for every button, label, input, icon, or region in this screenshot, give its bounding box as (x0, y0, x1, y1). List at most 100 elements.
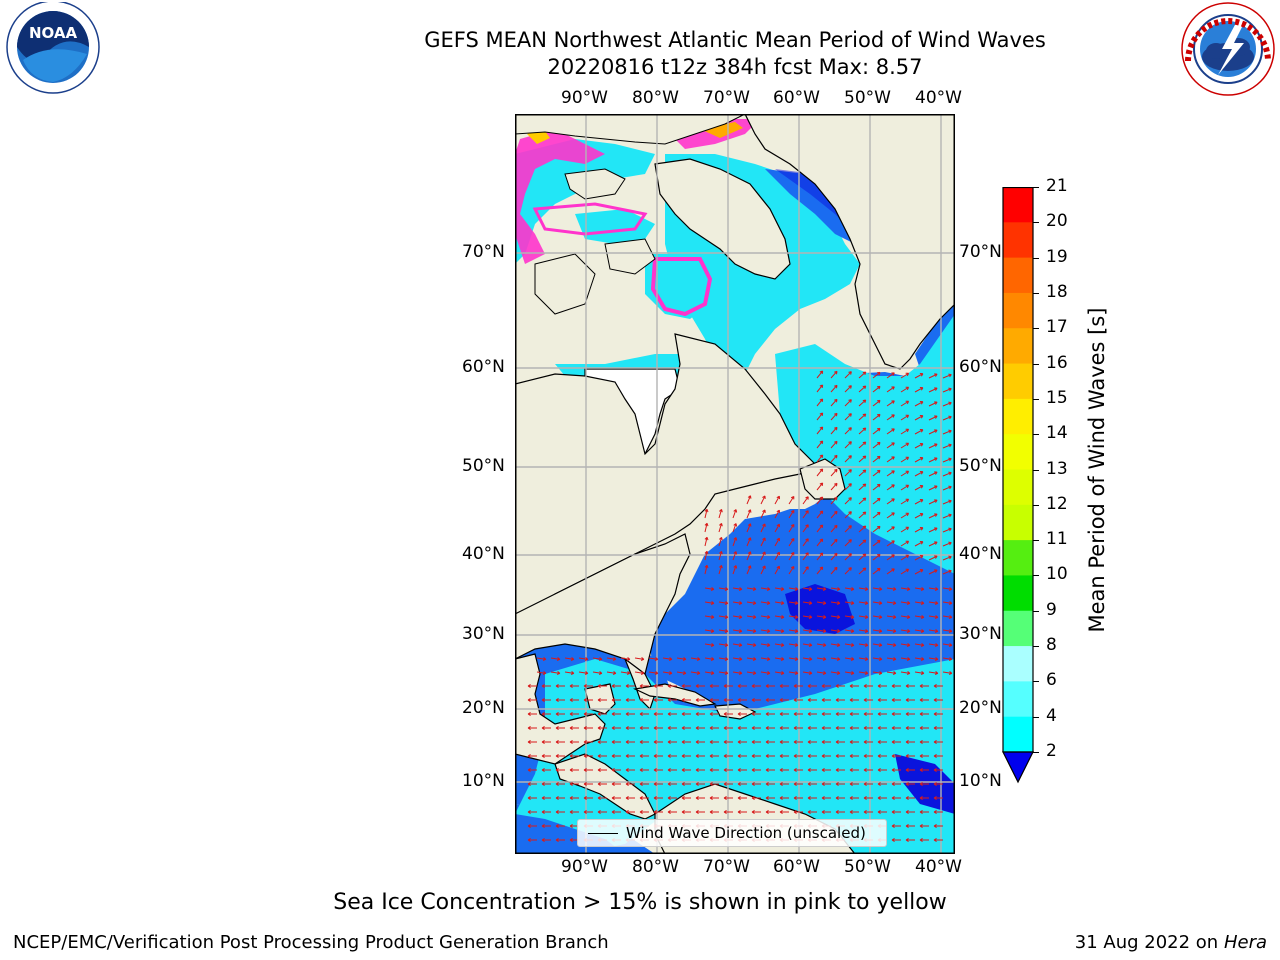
wind-wave-arrow (788, 587, 799, 591)
wind-wave-arrow (793, 712, 803, 716)
wind-wave-arrow (900, 456, 910, 463)
lon-label-top-60: 60°W (773, 88, 820, 108)
wind-wave-arrow (900, 414, 910, 421)
wind-wave-arrow (648, 657, 659, 661)
wind-wave-arrow (653, 768, 663, 772)
wind-wave-arrow (914, 601, 925, 605)
wind-wave-arrow (891, 712, 901, 716)
wind-wave-arrow (849, 810, 859, 814)
wind-wave-arrow (737, 782, 747, 786)
wind-wave-arrow (886, 526, 895, 533)
wind-wave-arrow (611, 768, 621, 772)
wind-wave-arrow (541, 684, 551, 688)
wind-wave-arrow (779, 754, 789, 758)
wind-wave-arrow (942, 387, 952, 393)
colorbar-band (1003, 292, 1033, 329)
wind-wave-arrow (802, 524, 809, 533)
wind-wave-arrow (746, 615, 757, 619)
wind-wave-arrow (681, 768, 691, 772)
wind-wave-arrow (877, 810, 887, 814)
wind-wave-arrow (774, 587, 785, 591)
wind-wave-arrow (807, 684, 817, 688)
wind-wave-arrow (774, 565, 780, 575)
wind-wave-arrow (718, 615, 729, 619)
colorbar-tick-mark (1033, 504, 1039, 506)
wind-wave-arrow (900, 629, 911, 633)
wind-wave-arrow (933, 796, 943, 800)
wind-wave-arrow (718, 657, 729, 661)
wind-wave-arrow (872, 567, 881, 575)
wind-wave-arrow (639, 726, 649, 730)
colorbar (1000, 186, 1036, 787)
colorbar-tick-mark (1033, 434, 1039, 436)
wind-wave-arrow (667, 698, 677, 702)
colorbar-band (1003, 257, 1033, 294)
wind-wave-arrow (541, 810, 551, 814)
wind-wave-arrow (737, 810, 747, 814)
wind-wave-arrow (611, 726, 621, 730)
deep-patch-1 (785, 584, 855, 634)
wind-wave-arrow (905, 712, 915, 716)
wind-wave-arrow (695, 796, 705, 800)
colorbar-tick-label: 15 (1046, 387, 1068, 408)
colorbar-tick-label: 20 (1046, 211, 1068, 232)
wind-wave-arrow (914, 429, 924, 435)
wind-wave-arrow (863, 740, 873, 744)
wind-wave-arrow (942, 443, 952, 449)
wind-wave-arrow (928, 587, 939, 591)
wind-wave-arrow (877, 768, 887, 772)
wind-wave-arrow (737, 768, 747, 772)
wind-wave-arrow (900, 498, 910, 505)
wind-wave-arrow (723, 754, 733, 758)
wind-wave-arrow (606, 671, 617, 675)
wind-wave-arrow (746, 601, 757, 605)
land-greenland (744, 114, 955, 370)
colorbar-tick-label: 13 (1046, 458, 1068, 479)
wind-wave-arrow (653, 712, 663, 716)
wind-wave-arrow (821, 754, 831, 758)
wind-wave-arrow (886, 587, 897, 591)
wind-wave-arrow (625, 810, 635, 814)
wind-wave-arrow (704, 629, 715, 633)
wind-wave-arrow (914, 587, 925, 591)
wind-wave-arrow (774, 537, 780, 547)
wind-wave-arrow (732, 551, 738, 561)
wind-wave-arrow (821, 810, 831, 814)
lat-label-left-70: 70°N (462, 242, 505, 262)
wind-wave-arrow (919, 726, 929, 730)
wind-wave-arrow (527, 810, 537, 814)
wind-wave-arrow (765, 810, 775, 814)
wind-wave-arrow (723, 796, 733, 800)
wind-wave-arrow (807, 782, 817, 786)
wind-wave-arrow (886, 568, 895, 575)
wind-wave-arrow (527, 754, 537, 758)
wind-wave-arrow (900, 657, 911, 661)
wind-wave-arrow (858, 643, 869, 647)
wind-wave-arrow (746, 551, 752, 561)
wind-wave-arrow (681, 684, 691, 688)
wind-wave-arrow (718, 508, 723, 519)
wind-wave-arrow (905, 810, 915, 814)
map-frame (515, 114, 955, 854)
wind-wave-arrow (774, 551, 780, 561)
wind-wave-arrow (844, 629, 855, 633)
wind-wave-arrow (914, 471, 924, 477)
wind-wave-arrow (942, 513, 952, 519)
wind-wave-arrow (723, 698, 733, 702)
wind-wave-arrow (858, 615, 869, 619)
wind-wave-arrow (821, 782, 831, 786)
wind-wave-arrow (541, 796, 551, 800)
wind-wave-arrow (774, 615, 785, 619)
wind-wave-arrow (877, 698, 887, 702)
wind-wave-arrow (802, 496, 809, 505)
wind-wave-arrow (928, 373, 938, 379)
footer-date-text: 31 Aug 2022 on (1074, 932, 1219, 953)
wind-wave-arrow (788, 671, 799, 675)
wind-wave-arrow (835, 698, 845, 702)
wind-wave-arrow (816, 454, 824, 463)
wind-wave-arrow (900, 526, 910, 533)
wind-wave-arrow (709, 768, 719, 772)
wind-wave-arrow (592, 671, 603, 675)
footer-date: 31 Aug 2022 on Hera (1075, 932, 1267, 953)
land-arctic-islands (515, 114, 746, 145)
